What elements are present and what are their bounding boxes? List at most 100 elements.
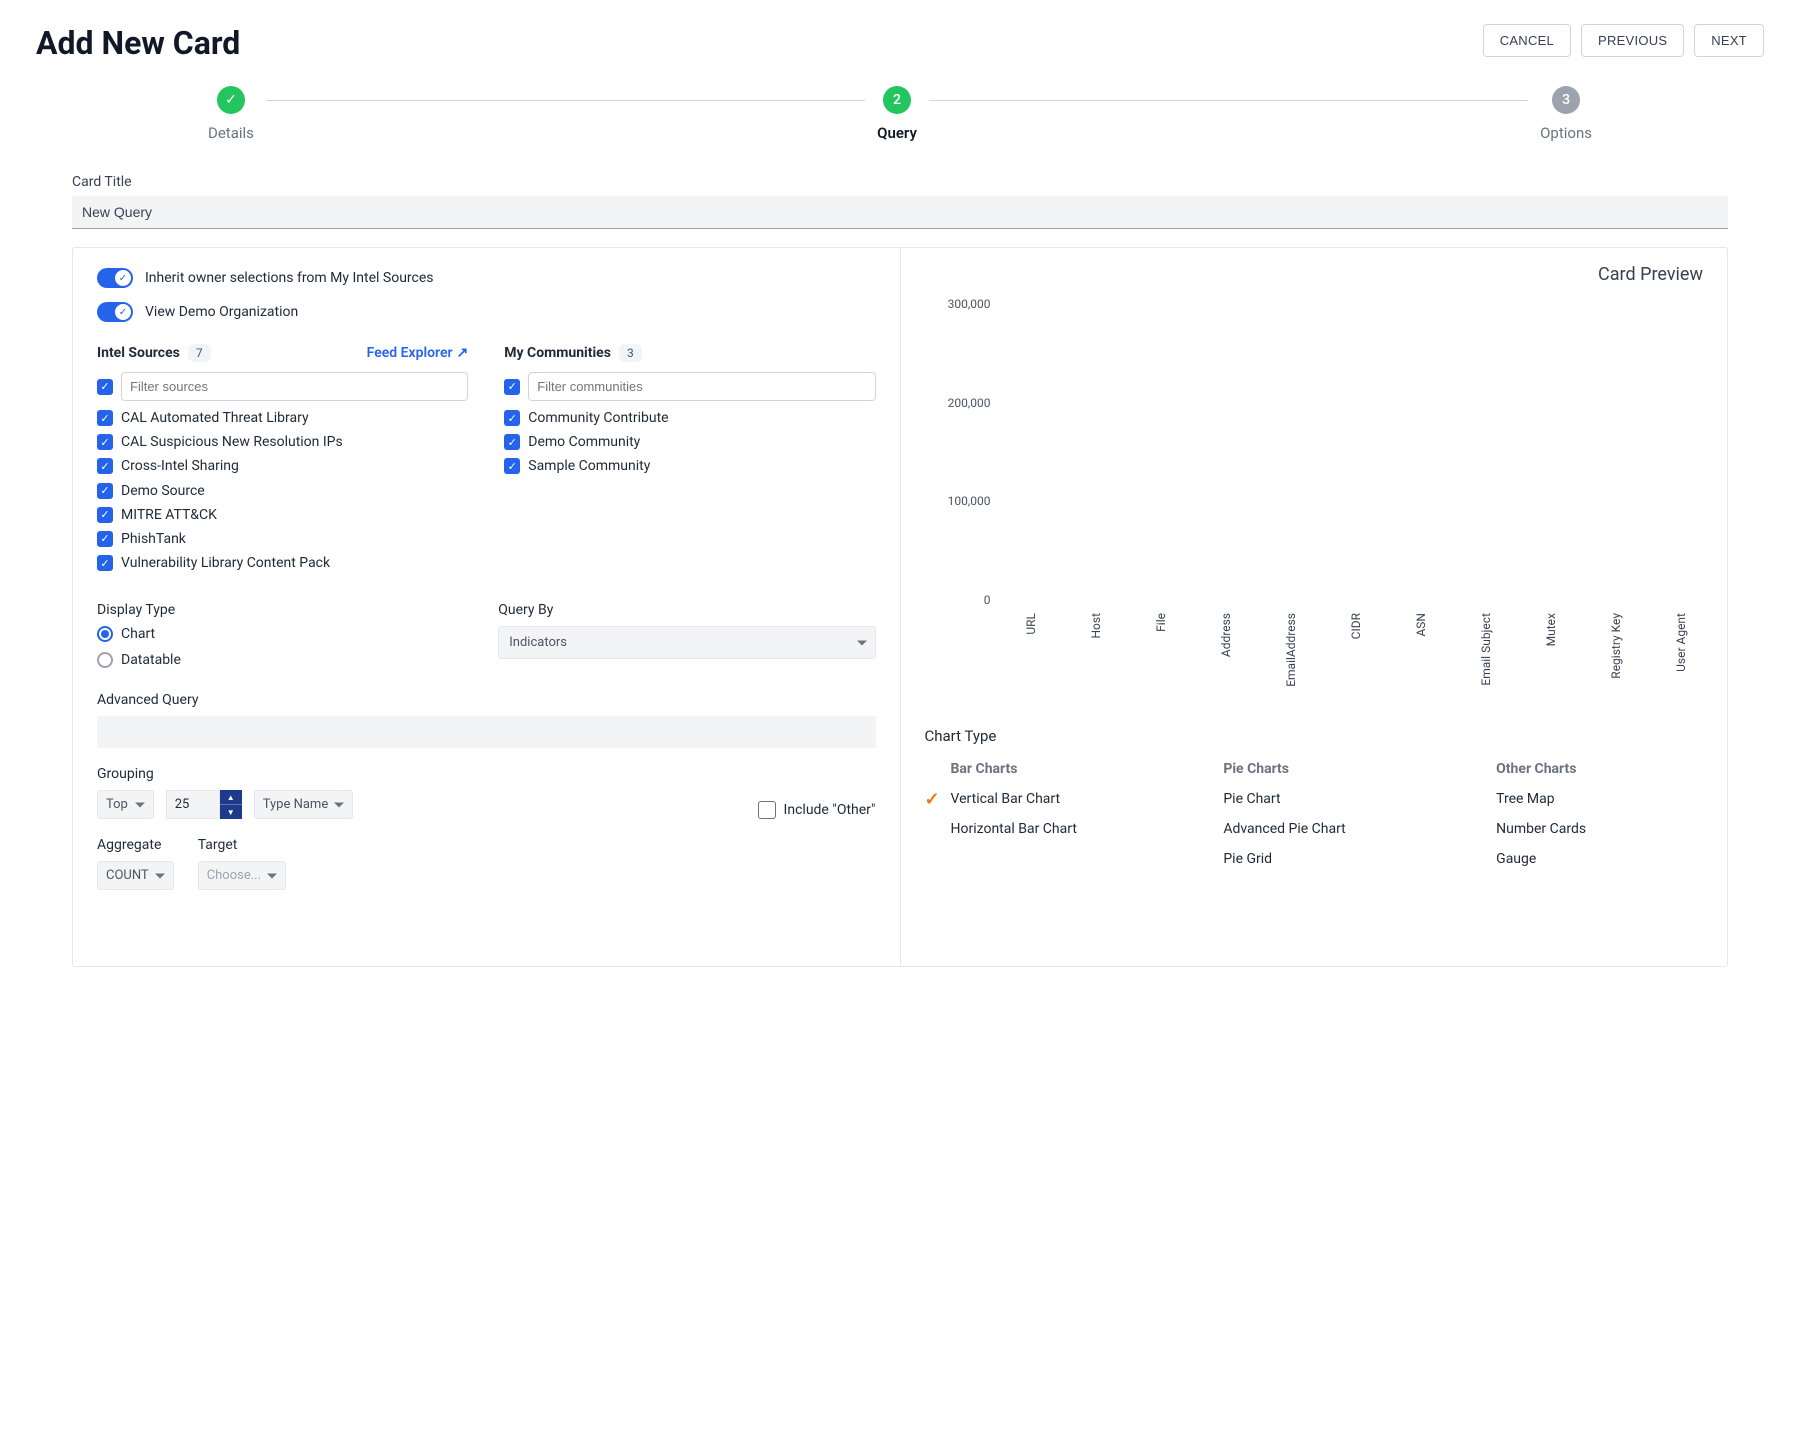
grouping-field-select[interactable]: Type Name	[254, 790, 354, 819]
next-button[interactable]: NEXT	[1694, 24, 1764, 57]
filter-sources-input[interactable]	[121, 372, 468, 401]
checkbox-checked-icon[interactable]: ✓	[504, 458, 520, 474]
intel-source-item[interactable]: ✓ MITRE ATT&CK	[97, 506, 468, 524]
community-item[interactable]: ✓Community Contribute	[504, 409, 875, 427]
step-options[interactable]: 3 Options	[1528, 86, 1604, 142]
intel-source-item[interactable]: ✓ Vulnerability Library Content Pack	[97, 554, 468, 572]
intel-source-item[interactable]: ✓CAL Automated Threat Library	[97, 409, 468, 427]
chart-type-option[interactable]: Pie Chart	[1197, 791, 1430, 807]
communities-title: My Communities	[504, 345, 611, 361]
intel-source-item[interactable]: ✓Demo Source	[97, 482, 468, 500]
chart-type-option[interactable]: Advanced Pie Chart	[1197, 821, 1430, 837]
intel-source-item[interactable]: ✓PhishTank	[97, 530, 468, 548]
community-item[interactable]: ✓ Sample Community	[504, 457, 875, 475]
chart-type-column: Bar Charts ✓Vertical Bar Chart Horizontal …	[925, 761, 1158, 881]
x-axis-label: Registry Key	[1609, 613, 1623, 679]
y-axis-tick: 200,000	[925, 396, 991, 410]
checkbox-checked-icon[interactable]: ✓	[504, 410, 520, 426]
community-label: Demo Community	[528, 433, 640, 451]
chart-type-option-label: Number Cards	[1496, 821, 1586, 837]
step-label: Details	[208, 124, 254, 142]
chart-type-option[interactable]: Tree Map	[1470, 791, 1703, 807]
check-icon: ✓	[119, 307, 127, 318]
display-type-label: Display Type	[97, 602, 474, 618]
chart-type-title: Chart Type	[925, 727, 1704, 745]
checkbox-checked-icon[interactable]: ✓	[97, 507, 113, 523]
main-panel: ✓ Inherit owner selections from My Intel…	[72, 247, 1728, 967]
wizard-stepper: ✓ Details 2 Query 3 Options	[196, 86, 1604, 142]
header-buttons: CANCEL PREVIOUS NEXT	[1483, 24, 1764, 57]
query-by-select[interactable]: Indicators	[498, 626, 875, 659]
intel-source-label: MITRE ATT&CK	[121, 506, 217, 524]
include-other-checkbox[interactable]	[758, 801, 776, 819]
communities-count: 3	[619, 344, 642, 362]
card-title-input[interactable]	[72, 196, 1728, 229]
checkbox-checked-icon[interactable]: ✓	[97, 410, 113, 426]
chart-type-column-header: Other Charts	[1470, 761, 1703, 777]
increment-button[interactable]: ▲	[220, 790, 242, 804]
page-title: Add New Card	[36, 24, 240, 62]
select-all-communities-checkbox[interactable]: ✓	[504, 379, 520, 395]
chart-type-option[interactable]: Number Cards	[1470, 821, 1703, 837]
x-axis-label: File	[1154, 613, 1168, 632]
chart-type-option-label: Pie Chart	[1223, 791, 1280, 807]
y-axis-tick: 100,000	[925, 494, 991, 508]
decrement-button[interactable]: ▼	[220, 804, 242, 819]
checkbox-checked-icon[interactable]: ✓	[97, 555, 113, 571]
chevron-down-icon	[334, 802, 344, 807]
aggregate-label: Aggregate	[97, 837, 174, 853]
grouping-direction-select[interactable]: Top	[97, 790, 154, 819]
cancel-button[interactable]: CANCEL	[1483, 24, 1571, 57]
checkmark-icon: ✓	[925, 789, 940, 810]
view-demo-toggle-label: View Demo Organization	[145, 304, 298, 320]
x-axis-label: Email Subject	[1479, 613, 1493, 686]
step-query[interactable]: 2 Query	[865, 86, 929, 142]
x-axis-label: Mutex	[1544, 613, 1558, 646]
advanced-query-input[interactable]	[97, 716, 876, 748]
select-all-sources-checkbox[interactable]: ✓	[97, 379, 113, 395]
intel-source-item[interactable]: ✓ Cross-Intel Sharing	[97, 457, 468, 475]
x-axis-label: User Agent	[1674, 613, 1688, 672]
checkbox-checked-icon[interactable]: ✓	[97, 458, 113, 474]
chart-type-option[interactable]: Pie Grid	[1197, 851, 1430, 867]
chart-type-option[interactable]: Horizontal Bar Chart	[925, 821, 1158, 837]
chart-type-column-header: Pie Charts	[1197, 761, 1430, 777]
y-axis-tick: 0	[925, 593, 991, 607]
y-axis-tick: 300,000	[925, 297, 991, 311]
grouping-count-value[interactable]: 25	[166, 790, 220, 819]
chart-type-option-label: Pie Grid	[1223, 851, 1272, 867]
external-link-icon: ↗	[457, 345, 469, 361]
chart-type-column: Other Charts Tree Map Number Cards Gauge	[1470, 761, 1703, 881]
checkbox-checked-icon[interactable]: ✓	[504, 434, 520, 450]
aggregate-select[interactable]: COUNT	[97, 861, 174, 890]
checkbox-checked-icon[interactable]: ✓	[97, 483, 113, 499]
inherit-toggle[interactable]: ✓	[97, 268, 133, 288]
card-preview-title: Card Preview	[925, 264, 1704, 285]
previous-button[interactable]: PREVIOUS	[1581, 24, 1684, 57]
target-select[interactable]: Choose...	[198, 861, 286, 890]
intel-source-item[interactable]: ✓CAL Suspicious New Resolution IPs	[97, 433, 468, 451]
display-type-datatable-radio[interactable]: Datatable	[97, 652, 474, 668]
grouping-direction-value: Top	[106, 797, 128, 812]
chevron-down-icon	[857, 640, 867, 645]
aggregate-value: COUNT	[106, 868, 149, 883]
display-type-chart-radio[interactable]: Chart	[97, 626, 474, 642]
chart-type-option[interactable]: Gauge	[1470, 851, 1703, 867]
checkbox-checked-icon[interactable]: ✓	[97, 531, 113, 547]
chart-type-option[interactable]: ✓Vertical Bar Chart	[925, 791, 1158, 807]
view-demo-toggle[interactable]: ✓	[97, 302, 133, 322]
intel-source-label: Cross-Intel Sharing	[121, 457, 239, 475]
step-details[interactable]: ✓ Details	[196, 86, 266, 142]
intel-source-label: Vulnerability Library Content Pack	[121, 554, 330, 572]
filter-communities-input[interactable]	[528, 372, 875, 401]
intel-sources-count: 7	[188, 344, 211, 362]
radio-label-datatable: Datatable	[121, 652, 181, 668]
chart-type-column-header: Bar Charts	[925, 761, 1158, 777]
community-item[interactable]: ✓ Demo Community	[504, 433, 875, 451]
chevron-down-icon	[155, 873, 165, 878]
grouping-count-stepper[interactable]: 25 ▲ ▼	[166, 790, 242, 819]
preview-chart: 300,000200,000100,0000 URLHostFileAddres…	[925, 297, 1704, 717]
community-label: Sample Community	[528, 457, 650, 475]
checkbox-checked-icon[interactable]: ✓	[97, 434, 113, 450]
feed-explorer-link[interactable]: Feed Explorer ↗	[367, 345, 469, 361]
